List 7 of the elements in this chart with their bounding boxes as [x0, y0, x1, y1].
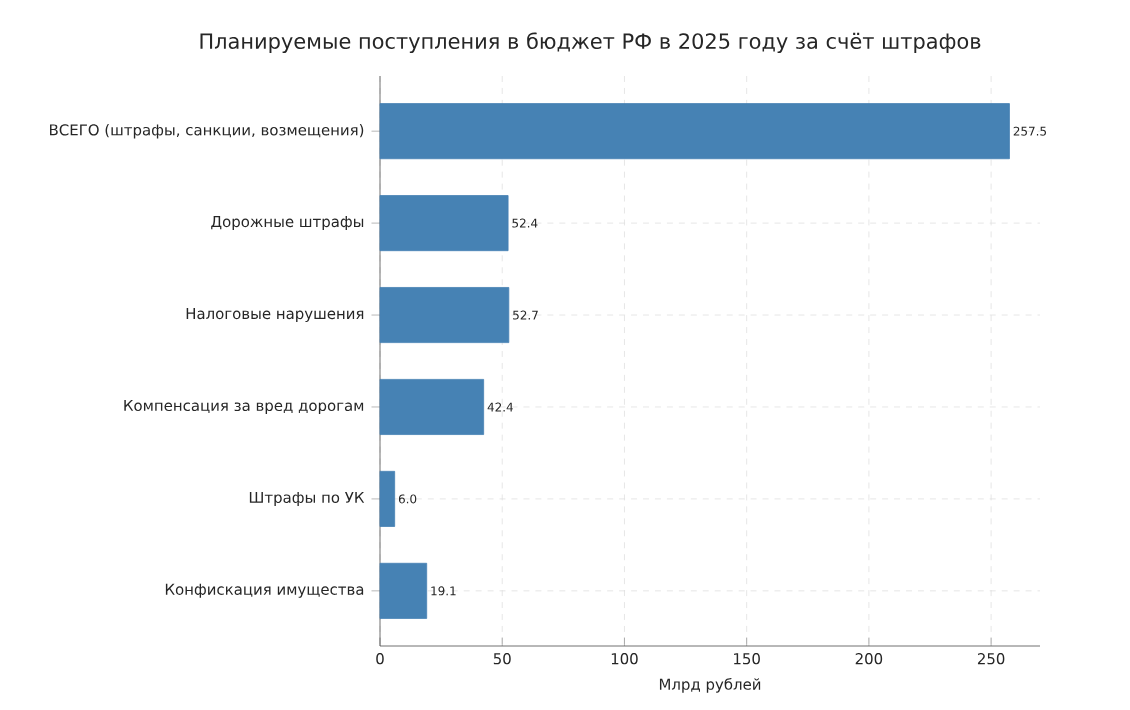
chart-title: Планируемые поступления в бюджет РФ в 2025 году за счёт штрафов [200, 32, 981, 54]
bar [379, 195, 509, 252]
bar [379, 103, 1010, 160]
bar [379, 287, 510, 344]
bar [379, 470, 396, 527]
bar [379, 379, 485, 435]
bar [379, 562, 428, 619]
